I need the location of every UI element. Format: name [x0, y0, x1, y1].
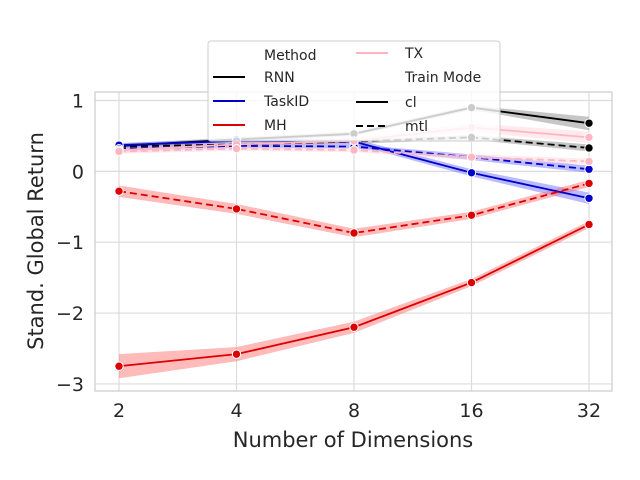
legend: Method RNN TaskID MH TX Train Mode cl mtl — [207, 40, 501, 142]
y-tick-label: 0 — [72, 161, 84, 183]
point-rnn-cl — [584, 118, 594, 128]
point-mh-mtl — [584, 178, 594, 189]
point-mh-cl — [114, 361, 124, 371]
point-tx-mtl — [231, 143, 242, 154]
legend-label-mtl: mtl — [405, 119, 428, 135]
legend-label-cl: cl — [405, 95, 417, 111]
y-tick-label: −3 — [56, 374, 84, 396]
y-tick-labels: 1 0 −1 −2 −3 — [56, 91, 84, 396]
line-mh-mtl — [118, 182, 590, 234]
legend-label-tx: TX — [404, 46, 424, 62]
x-tick-label: 2 — [113, 400, 125, 422]
point-tx-mtl — [584, 156, 594, 167]
band-mh-mtl — [119, 179, 589, 238]
point-tx-mtl — [466, 152, 477, 162]
point-taskid-cl — [466, 168, 477, 178]
point-mh-mtl — [231, 204, 242, 214]
point-mh-cl — [584, 219, 594, 230]
point-tx-mtl — [114, 146, 124, 157]
legend-label-taskid: TaskID — [263, 94, 309, 110]
point-tx-cl — [584, 132, 594, 143]
point-taskid-cl — [584, 193, 594, 203]
legend-title-method: Method — [264, 48, 317, 64]
x-tick-label: 16 — [459, 400, 483, 422]
legend-label-mh: MH — [264, 118, 287, 134]
x-tick-label: 8 — [348, 400, 360, 422]
point-mh-mtl — [349, 228, 359, 238]
point-mh-cl — [231, 349, 242, 359]
y-tick-label: 1 — [72, 91, 84, 113]
point-mh-mtl — [114, 186, 124, 196]
point-mh-cl — [349, 322, 359, 332]
x-tick-labels: 2 4 8 16 32 — [113, 400, 601, 422]
band-mh-cl — [119, 220, 589, 379]
legend-title-train-mode: Train Mode — [404, 70, 481, 86]
x-axis-label: Number of Dimensions — [233, 428, 474, 452]
x-tick-label: 4 — [230, 400, 242, 422]
point-tx-mtl — [349, 145, 359, 155]
point-taskid-mtl — [584, 164, 594, 174]
x-tick-label: 32 — [577, 400, 601, 422]
y-axis-label: Stand. Global Return — [24, 132, 48, 350]
y-tick-label: −1 — [56, 232, 84, 254]
point-mh-mtl — [466, 210, 477, 220]
legend-label-rnn: RNN — [264, 70, 295, 86]
point-rnn-mtl — [584, 143, 594, 153]
y-tick-label: −2 — [56, 303, 84, 325]
point-mh-cl — [466, 277, 477, 288]
legend-box — [207, 40, 501, 142]
